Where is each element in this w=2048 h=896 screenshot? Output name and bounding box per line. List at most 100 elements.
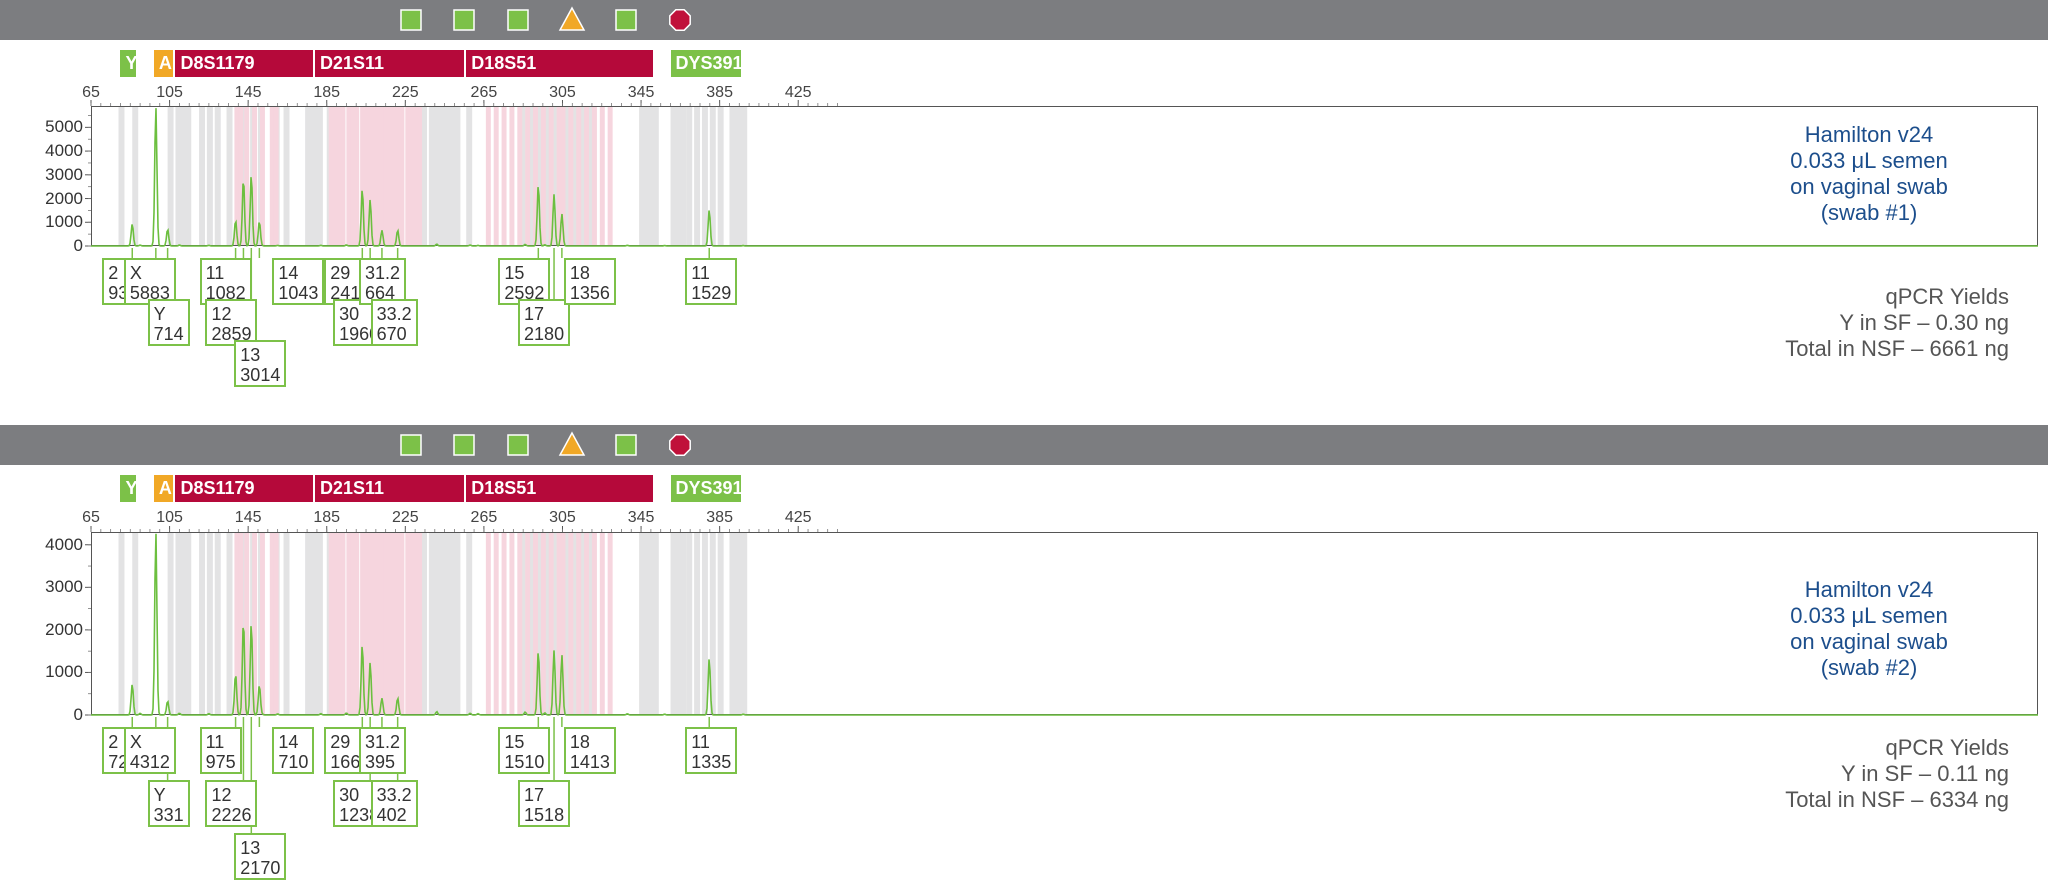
allele-name: 30 (339, 304, 360, 324)
allele-callout[interactable]: 17 1518 (518, 780, 571, 827)
x-tick-label: 345 (627, 84, 655, 101)
allele-callout[interactable]: Y 331 (147, 780, 190, 827)
allele-callout[interactable]: 13 2170 (234, 833, 287, 880)
allele-callout[interactable]: 11 975 (199, 727, 242, 774)
allele-bin-pink (364, 107, 370, 245)
allele-callout[interactable]: 12 2859 (205, 299, 258, 346)
allele-callout[interactable]: 11 1082 (199, 258, 252, 305)
allele-height: 1356 (569, 283, 610, 303)
locus-label-dys391: DYS391 (670, 50, 742, 77)
allele-bin-pink (332, 533, 338, 714)
allele-bin-grey (283, 107, 290, 245)
x-tick-label: 345 (627, 509, 655, 526)
allele-bin-pink (371, 107, 377, 245)
allele-bin-grey (214, 107, 221, 245)
allele-height: 2180 (524, 324, 565, 344)
allele-bin-grey (167, 107, 174, 245)
allele-callout[interactable]: 31.2 395 (358, 727, 406, 774)
locus-label-d21s11: D21S11 (314, 475, 465, 502)
allele-height: 4312 (129, 752, 170, 772)
allele-bin-pink (607, 533, 613, 714)
allele-bin-grey (701, 107, 708, 245)
allele-bin-pink (409, 107, 415, 245)
allele-bin-grey (686, 533, 693, 714)
allele-callout[interactable]: Y 714 (147, 299, 190, 346)
allele-bin-pink (560, 107, 566, 245)
allele-bin-pink (332, 107, 338, 245)
allele-bin-pink (556, 533, 562, 714)
allele-bin-grey (421, 533, 428, 714)
qpcr-line: Y in SF – 0.11 ng (1841, 761, 2009, 786)
allele-bin-pink (568, 533, 574, 714)
allele-bin-grey (316, 107, 323, 245)
allele-bin-grey (421, 107, 428, 245)
allele-callout[interactable]: X 5883 (123, 258, 176, 305)
orange-triangle-icon[interactable] (558, 431, 586, 456)
allele-callout[interactable]: 18 1413 (563, 727, 616, 774)
green-square-icon[interactable] (453, 9, 475, 31)
red-octagon-icon[interactable] (669, 9, 691, 31)
allele-callout[interactable]: X 4312 (123, 727, 176, 774)
allele-name: 2 (108, 263, 119, 283)
allele-bin-grey (544, 107, 551, 245)
allele-callout[interactable]: 15 1510 (498, 727, 551, 774)
allele-bin-pink (234, 533, 240, 714)
allele-callout[interactable]: 33.2 402 (370, 780, 418, 827)
allele-bin-grey (529, 533, 536, 714)
allele-bin-pink (413, 533, 419, 714)
allele-bin-pink (252, 533, 258, 714)
allele-height: 331 (153, 805, 184, 825)
allele-bin-pink (336, 533, 342, 714)
allele-bin-pink (493, 533, 499, 714)
allele-bin-pink (259, 533, 265, 714)
x-tick-label: 225 (391, 509, 419, 526)
allele-callout[interactable]: 14 710 (272, 727, 315, 774)
allele-callout[interactable]: 11 1335 (685, 727, 738, 774)
allele-bin-pink (375, 533, 381, 714)
green-square-icon[interactable] (507, 434, 529, 456)
y-tick-label: 3000 (45, 577, 83, 597)
allele-bin-grey (529, 107, 536, 245)
allele-name: 30 (339, 785, 360, 805)
allele-callout[interactable]: 33.2 670 (370, 299, 418, 346)
allele-name: 18 (569, 263, 590, 283)
green-square-icon[interactable] (615, 434, 637, 456)
allele-name: 31.2 (364, 263, 400, 283)
allele-bin-pink (417, 107, 423, 245)
red-octagon-icon[interactable] (669, 434, 691, 456)
allele-callout[interactable]: 18 1356 (563, 258, 616, 305)
green-square-icon[interactable] (400, 434, 422, 456)
allele-callout[interactable]: 14 1043 (272, 258, 325, 305)
green-square-icon[interactable] (400, 9, 422, 31)
allele-callout[interactable]: 12 2226 (205, 780, 258, 827)
allele-callout[interactable]: 15 2592 (498, 258, 551, 305)
green-square-icon[interactable] (453, 434, 475, 456)
allele-bin-grey (206, 533, 213, 714)
allele-callout[interactable]: 31.2 664 (358, 258, 406, 305)
x-tick-label: 425 (784, 84, 812, 101)
allele-bin-grey (118, 107, 125, 245)
allele-height: 5883 (129, 283, 170, 303)
x-tick-label: 305 (549, 509, 576, 526)
allele-height: 670 (376, 324, 407, 344)
allele-bin-grey (717, 533, 724, 714)
green-square-icon[interactable] (615, 9, 637, 31)
green-square-icon[interactable] (507, 9, 529, 31)
sample-info-line: 0.033 μL semen (1790, 603, 1948, 628)
allele-bin-grey (670, 533, 687, 714)
sample-info: Hamilton v24 0.033 μL semen on vaginal swa… (1719, 577, 2019, 681)
allele-height: 1510 (504, 752, 545, 772)
allele-name: 18 (569, 732, 590, 752)
allele-callout[interactable]: 13 3014 (234, 340, 287, 387)
allele-callout[interactable]: 11 1529 (685, 258, 738, 305)
allele-bin-grey (686, 107, 693, 245)
allele-height: 714 (153, 324, 184, 344)
sample-info-line: Hamilton v24 (1804, 577, 1934, 602)
locus-label-yi: Yi... (120, 50, 137, 77)
orange-triangle-icon[interactable] (558, 6, 586, 31)
allele-callout[interactable]: 17 2180 (518, 299, 571, 346)
allele-height: 664 (364, 283, 395, 303)
x-tick-label: 385 (706, 509, 733, 526)
allele-bin-grey (226, 533, 233, 714)
